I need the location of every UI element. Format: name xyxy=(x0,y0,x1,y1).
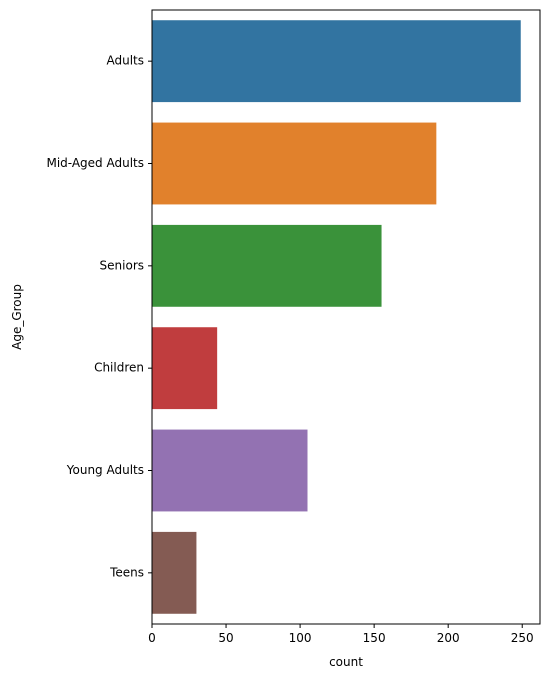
x-tick-label: 100 xyxy=(289,631,312,645)
y-tick-label: Young Adults xyxy=(66,463,144,477)
y-tick-label: Seniors xyxy=(100,258,144,272)
x-tick-label: 250 xyxy=(511,631,534,645)
x-tick-label: 200 xyxy=(437,631,460,645)
x-axis-ticks: 0 50 100 150 200 250 xyxy=(148,624,534,645)
y-axis-ticks: Adults Mid-Aged Adults Seniors Children Youn… xyxy=(46,54,152,579)
y-tick-label: Adults xyxy=(106,54,144,68)
y-axis-label: Age_Group xyxy=(10,284,24,350)
bar-mid-aged-adults xyxy=(152,122,437,205)
bar-children xyxy=(152,327,218,410)
x-axis-label: count xyxy=(329,655,363,669)
x-tick-label: 150 xyxy=(363,631,386,645)
bar-seniors xyxy=(152,224,382,307)
plot-frame xyxy=(151,9,541,625)
bar-adults xyxy=(152,20,521,103)
bar-young-adults xyxy=(152,429,308,512)
y-tick-label: Children xyxy=(94,361,144,375)
bar-teens xyxy=(152,531,197,614)
y-tick-label: Mid-Aged Adults xyxy=(46,156,144,170)
x-tick-label: 0 xyxy=(148,631,156,645)
y-tick-label: Teens xyxy=(109,565,144,579)
x-tick-label: 50 xyxy=(218,631,233,645)
bars-group xyxy=(152,20,521,614)
